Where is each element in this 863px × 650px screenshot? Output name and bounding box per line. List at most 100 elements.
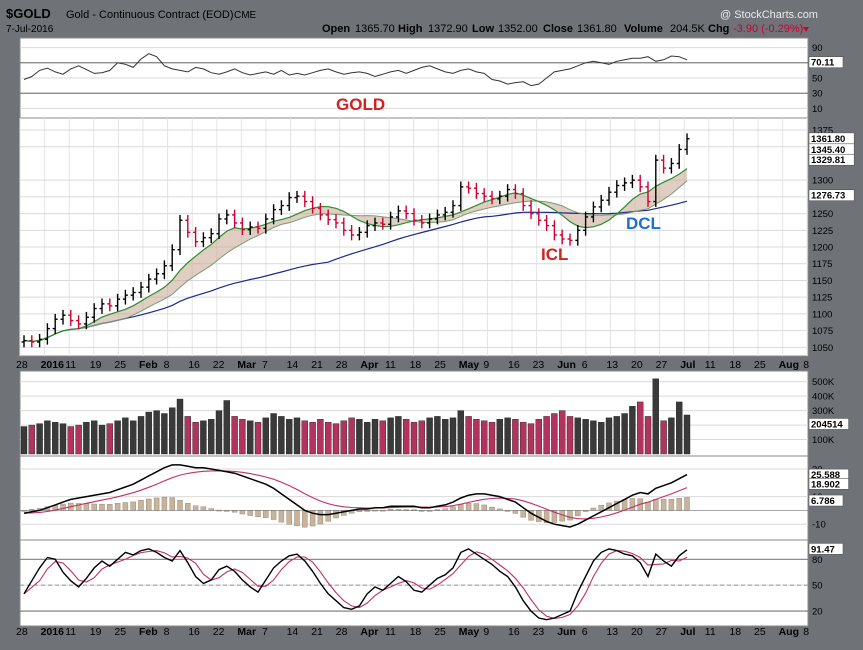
macd-histogram-label: 6.786 bbox=[811, 496, 835, 507]
rsi-line bbox=[23, 53, 688, 87]
macd-histogram-bar bbox=[676, 498, 682, 511]
y-tick-label: 500K bbox=[812, 377, 835, 388]
x-tick-label: 13 bbox=[606, 626, 618, 638]
macd-histogram-bar bbox=[575, 510, 581, 517]
x-tick-label: Apr bbox=[360, 359, 378, 371]
x-tick-label: 18 bbox=[729, 359, 741, 371]
macd-signal-line bbox=[23, 470, 688, 520]
macd-histogram-bar bbox=[473, 503, 480, 511]
volume-bar bbox=[129, 420, 137, 455]
volume-bar bbox=[192, 421, 199, 455]
macd-histogram-bar bbox=[153, 497, 160, 511]
volume-bar bbox=[262, 417, 269, 455]
ma-long-label: 1276.73 bbox=[811, 191, 845, 202]
volume-bar bbox=[20, 426, 28, 455]
volume-bar bbox=[660, 420, 667, 455]
macd-histogram-bar bbox=[645, 501, 651, 511]
macd-histogram-bar bbox=[660, 499, 667, 511]
macd-histogram-bar bbox=[239, 510, 246, 515]
volume-bar bbox=[395, 416, 402, 455]
macd-histogram-bar bbox=[653, 499, 659, 511]
exchange: CME bbox=[234, 10, 257, 21]
macd-histogram-bar bbox=[598, 504, 604, 511]
y-tick-label: 50 bbox=[812, 581, 823, 592]
y-tick-label: 50 bbox=[812, 74, 823, 85]
x-tick-label: May bbox=[459, 359, 480, 371]
x-tick-label: 9 bbox=[483, 626, 489, 638]
volume-bar bbox=[629, 406, 636, 455]
x-tick-label: 11 bbox=[65, 359, 76, 371]
x-tick-label: 20 bbox=[631, 359, 643, 371]
stochastic-series bbox=[23, 548, 688, 621]
volume-bar bbox=[496, 419, 503, 455]
x-tick-label: 16 bbox=[188, 626, 200, 638]
x-tick-label: 2016 bbox=[41, 359, 65, 371]
volume-bar bbox=[90, 420, 98, 455]
ohlc-readout: Open 1365.70 High 1372.90 Low 1352.00 Cl… bbox=[322, 23, 809, 35]
volume-bar bbox=[153, 410, 160, 455]
macd-histogram-bar bbox=[481, 504, 487, 511]
y-tick-label: 400K bbox=[812, 392, 835, 403]
x-tick-label: Aug bbox=[779, 626, 799, 638]
volume-bar bbox=[527, 423, 535, 455]
volume-series bbox=[20, 378, 691, 455]
x-tick-label: 16 bbox=[508, 359, 520, 371]
open-label: Open bbox=[322, 23, 350, 35]
macd-histogram-bar bbox=[489, 506, 495, 511]
volume-bar bbox=[223, 400, 231, 455]
y-tick-label: 20 bbox=[812, 607, 823, 618]
macd-histogram-bar bbox=[684, 497, 690, 511]
y-tick-label: 10 bbox=[812, 104, 823, 115]
rsi-current-label: 70.11 bbox=[811, 58, 835, 69]
y-tick-label: 1250 bbox=[812, 209, 833, 220]
stoch-signal-line bbox=[23, 550, 688, 620]
volume-bar bbox=[449, 417, 457, 455]
volume-bar bbox=[442, 419, 449, 455]
x-tick-label: Feb bbox=[139, 359, 158, 371]
volume-bar bbox=[356, 419, 363, 455]
x-tick-label: 8 bbox=[164, 626, 170, 638]
macd-histogram-bar bbox=[302, 510, 308, 528]
low-label: Low bbox=[472, 23, 494, 35]
volume-bar bbox=[543, 416, 550, 455]
x-tick-label: 11 bbox=[385, 626, 396, 638]
macd-histogram-bar bbox=[325, 510, 331, 522]
ma-long-label-box bbox=[808, 189, 855, 202]
volume-bar bbox=[481, 420, 488, 455]
volume-bar bbox=[145, 411, 153, 455]
volume-bar bbox=[535, 419, 542, 455]
volume-bar bbox=[239, 419, 246, 455]
long-moving-average bbox=[23, 200, 688, 342]
x-tick-label: 20 bbox=[631, 626, 643, 638]
volume-bar bbox=[566, 416, 574, 455]
volume-bar bbox=[598, 421, 605, 455]
volume-bar bbox=[605, 417, 613, 455]
macd-histogram-bar bbox=[177, 499, 183, 511]
x-tick-label: May bbox=[459, 626, 480, 638]
ma-mid-label-box bbox=[808, 153, 855, 166]
ma-mid-label: 1329.81 bbox=[811, 155, 846, 166]
rsi-series bbox=[23, 53, 688, 87]
y-tick-label: 100K bbox=[812, 435, 835, 446]
y-tick-label: 1200 bbox=[812, 243, 833, 254]
x-tick-labels: 28 2016 11 19 25 Feb 8 16 22 Mar 7 14 21 28 Apr 11 18 25 M… bbox=[16, 359, 809, 638]
mid-moving-average bbox=[23, 180, 688, 342]
x-tick-label: 25 bbox=[114, 626, 126, 638]
volume-bar bbox=[551, 413, 558, 455]
volume-label: Volume bbox=[624, 23, 663, 35]
x-tick-label: 27 bbox=[656, 359, 668, 371]
macd-histogram-bar bbox=[590, 507, 597, 511]
volume-bar bbox=[293, 417, 301, 455]
volume-bar bbox=[309, 421, 316, 455]
volume-bar bbox=[200, 420, 207, 455]
x-tick-label: 27 bbox=[656, 626, 668, 638]
down-arrow-icon bbox=[803, 27, 809, 32]
macd-histogram-bar bbox=[192, 505, 199, 511]
x-tick-label: 6 bbox=[582, 626, 588, 638]
icl-annotation: ICL bbox=[541, 245, 568, 264]
volume-bar bbox=[683, 414, 691, 455]
macd-histogram-bar bbox=[450, 506, 456, 511]
volume-bar bbox=[184, 416, 192, 455]
macd-histogram-bar bbox=[122, 502, 129, 511]
macd-signal-label: 18.902 bbox=[811, 479, 840, 490]
